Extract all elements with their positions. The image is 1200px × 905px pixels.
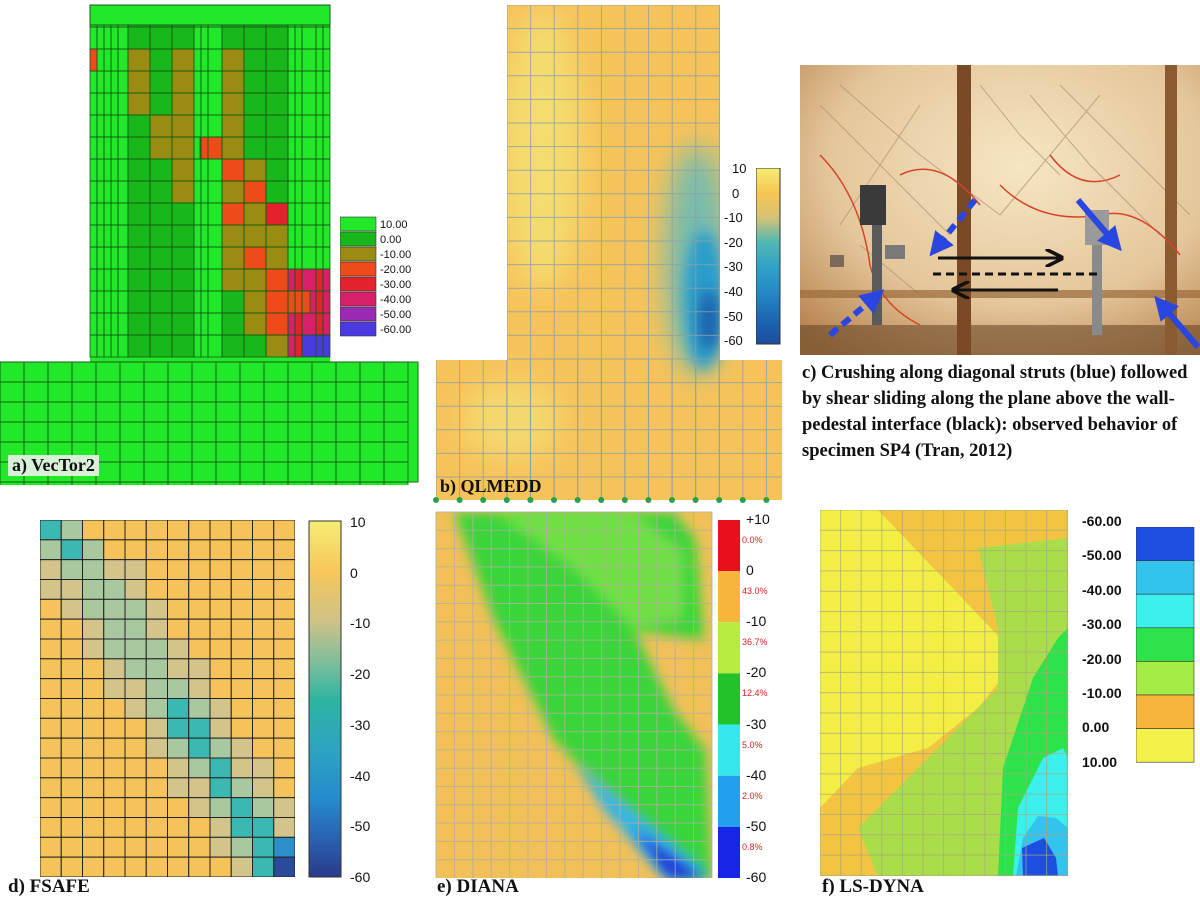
vector2-legend-swatch [340,321,377,337]
diana-band-percent: 0.8% [742,841,763,852]
lsdyna-label: f) LS-DYNA [822,876,924,897]
lsdyna-legend-swatch [1136,661,1195,696]
fsafe-colorbar-tick: -30 [350,716,371,733]
lsdyna-legend-swatch [1136,694,1195,729]
fsafe-colorbar [308,520,342,878]
diana-colorbar-tick: -20 [746,664,767,681]
specimen-caption: c) Crushing along diagonal struts (blue)… [802,363,1188,461]
lsdyna-legend-swatch [1136,560,1195,595]
lsdyna-legend-swatch [1136,593,1195,629]
vector2-legend-swatch [340,276,377,292]
diana-band [718,826,740,878]
vector2-legend-label: -60.00 [380,324,411,336]
diana-label: e) DIANA [437,876,519,897]
lsdyna-legend-label: -30.00 [1082,616,1122,633]
fsafe-colorbar-tick: -50 [350,818,371,835]
fsafe-colorbar-tick: -10 [350,615,371,632]
lsdyna-legend-label: -60.00 [1082,513,1122,529]
qlmedd-colorbar-tick: -60 [724,333,743,349]
fsafe-colorbar-tick: 10 [350,514,366,530]
lsdyna-contour [820,510,1068,876]
vector2-label: a) VecTor2 [8,455,99,476]
lsdyna-legend-label: -10.00 [1082,685,1122,701]
qlmedd-colorbar-tick: -10 [724,210,743,226]
diana-band-percent: 2.0% [742,790,763,801]
vector2-legend-swatch [340,246,377,262]
fsafe-colorbar-tick: -60 [350,868,371,885]
vector2-grid [0,4,419,485]
diana-band [718,724,740,776]
vector2-legend-label: 0.00 [380,234,401,246]
diana-band [718,775,740,827]
lsdyna-legend-label: -40.00 [1082,581,1122,598]
vector2-legend-swatch [340,216,377,232]
qlmedd-colorbar-tick: -40 [724,284,743,299]
qlmedd-contour [433,5,782,503]
fsafe-colorbar-tick: -20 [350,666,371,683]
diana-band [718,571,740,623]
qlmedd-colorbar-tick: -30 [724,259,743,275]
diana-band [718,622,740,674]
vector2-legend-label: -40.00 [380,294,411,306]
lsdyna-legend-label: -20.00 [1082,650,1122,667]
diana-band-percent: 12.4% [742,688,768,699]
lsdyna-grid [820,510,1068,876]
qlmedd-colorbar [756,168,781,345]
diana-band-percent: 43.0% [742,586,768,597]
lsdyna-legend-label: 0.00 [1082,719,1110,736]
diana-band [718,520,740,572]
vector2-legend-swatch [340,291,377,307]
diana-contour [435,511,713,878]
diana-colorbar-tick: -30 [746,715,767,732]
qlmedd-colorbar-tick: -50 [724,308,743,324]
fsafe-cells [40,520,295,877]
vector2-legend-label: 10.00 [380,219,408,231]
vector2-legend-swatch [340,306,377,322]
diana-colorbar-tick: -10 [746,613,767,630]
vector2-legend: 10.00 0.00 -10.00 -20.00 -30.00 -40.00 -50.00 -… [340,216,411,337]
diana-band-percent: 0.0% [742,535,763,545]
lsdyna-legend-swatch [1136,728,1195,763]
vector2-legend-label: -30.00 [380,279,411,291]
qlmedd-label: b) QLMEDD [440,476,542,496]
diana-colorbar-tick: -60 [746,869,767,885]
lsdyna-legend-swatch [1136,627,1195,662]
vector2-legend-label: -20.00 [380,264,411,276]
qlmedd-colorbar-tick: 10 [732,161,747,176]
lsdyna-legend-swatch [1136,527,1195,561]
vector2-legend-label: -10.00 [380,249,411,261]
diana-band-percent: 5.0% [742,739,763,750]
fsafe-colorbar-tick: 0 [350,564,358,581]
lsdyna-legend-label: 10.00 [1082,753,1118,770]
diana-colorbar-tick: -40 [746,766,767,783]
diana-grid [435,511,713,878]
photo-black-arrows [933,258,1098,290]
photo-blue-arrows [828,198,1200,349]
diana-colorbar-tick: +10 [746,511,770,527]
fsafe-colorbar-tick: -40 [350,767,371,784]
qlmedd-colorbar-tick: 0 [732,185,740,201]
vector2-legend-swatch [340,231,377,247]
diana-colorbar-tick: 0 [746,562,754,579]
diana-colorbar [718,520,740,878]
diana-band [718,673,740,725]
qlmedd-colorbar-tick: -20 [724,234,743,250]
diana-band-percent: 36.7% [742,637,768,648]
fsafe-label: d) FSAFE [8,876,90,897]
vector2-legend-label: -50.00 [380,309,411,321]
lsdyna-legend-label: -50.00 [1082,547,1122,564]
diana-colorbar-tick: -50 [746,817,767,834]
fsafe-mesh [40,520,295,877]
vector2-legend-swatch [340,261,377,277]
specimen-photo [800,65,1200,355]
lsdyna-legend-swatches [1136,527,1195,763]
